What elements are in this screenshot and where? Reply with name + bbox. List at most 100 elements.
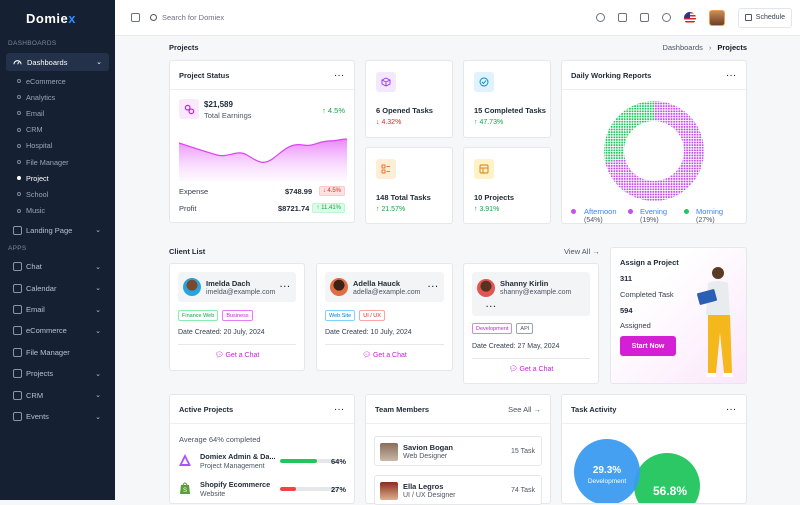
profit-label: Profit: [179, 204, 197, 213]
sidebar-item-dashboards[interactable]: Dashboards ⌄: [6, 53, 109, 71]
sidebar-item-project[interactable]: Project: [0, 170, 115, 186]
sidebar-item-label: Email: [26, 108, 45, 118]
team-member-row[interactable]: Ella Legros UI / UX Designer 74 Task: [374, 475, 542, 505]
sidebar-item-email[interactable]: Email ⌄: [0, 299, 115, 320]
search-icon: [150, 14, 157, 21]
card-title: Project Status: [179, 70, 230, 80]
sidebar-item-label: eCommerce: [26, 76, 66, 86]
stat-card-completed: 15 Completed Tasks ↑ 47.73%: [463, 60, 551, 138]
sidebar-item-chat[interactable]: Chat ⌄: [0, 256, 115, 277]
search-input[interactable]: Search for Domiex: [162, 13, 225, 22]
stat-card-projects: 10 Projects ↑ 3.91%: [463, 147, 551, 224]
completed-count: 311: [620, 274, 633, 283]
sidebar-item-calendar[interactable]: Calendar ⌄: [0, 277, 115, 298]
top-bar: Search for Domiex Schedule: [115, 0, 800, 36]
sidebar-item-label: Project: [26, 173, 49, 183]
brand-name: Domie: [26, 10, 69, 26]
sidebar-item-crm[interactable]: CRM: [0, 122, 115, 138]
search-box[interactable]: Search for Domiex: [150, 13, 224, 22]
sidebar-item-events[interactable]: Events ⌄: [0, 406, 115, 427]
svg-text:S: S: [183, 488, 187, 494]
calendar-icon: [13, 283, 22, 293]
gear-icon[interactable]: [595, 13, 605, 22]
expense-label: Expense: [179, 187, 209, 196]
bullet-icon: [17, 95, 21, 100]
bubble-value: 29.3%: [592, 465, 622, 476]
sidebar-item-landing-page[interactable]: Landing Page ⌄: [0, 220, 115, 241]
grid-icon[interactable]: [617, 13, 627, 22]
more-icon[interactable]: ···: [486, 302, 497, 311]
more-icon[interactable]: ···: [726, 404, 737, 414]
get-chat-button[interactable]: 💬︎ Get a Chat: [464, 365, 598, 373]
sidebar-item-ecommerce[interactable]: eCommerce ⌄: [0, 320, 115, 341]
person-illustration: [696, 267, 733, 377]
sidebar-item-label: Events: [26, 412, 49, 421]
chat-icon: [13, 262, 22, 272]
card-title: Daily Working Reports: [571, 70, 652, 80]
completed-label: Completed Task: [620, 290, 674, 299]
team-member-row[interactable]: Savion Bogan Web Designer 15 Task: [374, 436, 542, 466]
profit-value: $8721.74: [278, 204, 310, 213]
us-flag-icon[interactable]: [683, 11, 696, 24]
breadcrumb-current: Projects: [717, 43, 747, 52]
sidebar-item-crm[interactable]: CRM ⌄: [0, 384, 115, 405]
sidebar-item-music[interactable]: Music: [0, 203, 115, 219]
schedule-button[interactable]: Schedule: [737, 7, 792, 28]
earnings-area-chart: [179, 138, 347, 181]
cart-icon[interactable]: [639, 13, 649, 22]
more-icon[interactable]: ···: [334, 70, 345, 80]
avatar: [380, 482, 398, 500]
project-row[interactable]: S Shopify Ecommerce Website 27%: [178, 479, 346, 505]
project-subtitle: Project Management: [200, 463, 265, 470]
stat-title: 10 Projects: [474, 193, 515, 202]
legend-dot: [628, 209, 633, 214]
legend-label: Afternoon: [584, 207, 617, 216]
assign-project-card: Assign a Project 311 Completed Task 594 …: [610, 247, 747, 384]
client-tag: Finance Web: [178, 310, 219, 321]
project-percent: 27%: [330, 485, 346, 494]
chevron-down-icon: ⌄: [95, 227, 101, 235]
date-prefix: Date Created:: [178, 329, 222, 336]
more-icon[interactable]: ···: [280, 282, 291, 291]
user-avatar[interactable]: [708, 9, 725, 26]
sidebar-item-label: CRM: [26, 390, 44, 400]
sidebar-item-file-manager[interactable]: File Manager: [0, 342, 115, 363]
breadcrumb-parent[interactable]: Dashboards: [662, 43, 703, 52]
chevron-down-icon: ⌄: [95, 327, 101, 335]
more-icon[interactable]: ···: [428, 282, 439, 291]
client-card: Shanny Kirlin shanny@example.com ··· Dev…: [463, 263, 599, 384]
sidebar-item-label: CRM: [26, 125, 43, 135]
moon-icon[interactable]: [661, 13, 671, 22]
client-date: Date Created: 27 May, 2024: [472, 343, 559, 350]
sidebar-item-email[interactable]: Email: [0, 105, 115, 121]
more-icon[interactable]: ···: [334, 404, 345, 414]
get-chat-button[interactable]: 💬︎ Get a Chat: [317, 351, 452, 359]
sidebar-item-ecommerce[interactable]: eCommerce: [0, 73, 115, 89]
project-row[interactable]: Domiex Admin & Da... Project Management …: [178, 451, 346, 477]
expense-value: $748.99: [285, 187, 313, 196]
sidebar-item-hospital[interactable]: Hospital: [0, 138, 115, 154]
avatar: [477, 279, 495, 297]
card-title: Task Activity: [571, 404, 617, 414]
start-now-button[interactable]: Start Now: [620, 336, 676, 356]
view-all-link[interactable]: View All →: [564, 247, 600, 256]
more-icon[interactable]: ···: [726, 70, 737, 80]
bullet-icon: [17, 79, 21, 84]
sidebar-toggle-icon[interactable]: [131, 13, 140, 22]
see-all-link[interactable]: See All →: [508, 404, 541, 414]
date-prefix: Date Created:: [325, 329, 369, 336]
shopify-bag-icon: S: [180, 482, 190, 494]
client-tag: Development: [472, 323, 513, 334]
project-name: Shopify Ecommerce: [200, 480, 271, 489]
assigned-count: 594: [620, 306, 633, 315]
client-tag: Web Site: [325, 310, 356, 321]
client-tag: API: [516, 323, 534, 334]
bubble-green: [634, 453, 700, 503]
sidebar-item-projects[interactable]: Projects ⌄: [0, 363, 115, 384]
brand-logo[interactable]: Domie x: [0, 0, 115, 36]
get-chat-button[interactable]: 💬︎ Get a Chat: [170, 351, 304, 359]
sidebar-item-analytics[interactable]: Analytics: [0, 89, 115, 105]
progress-fill: [280, 487, 296, 491]
sidebar-item-school[interactable]: School: [0, 186, 115, 202]
sidebar-item-file-manager[interactable]: File Manager: [0, 154, 115, 170]
